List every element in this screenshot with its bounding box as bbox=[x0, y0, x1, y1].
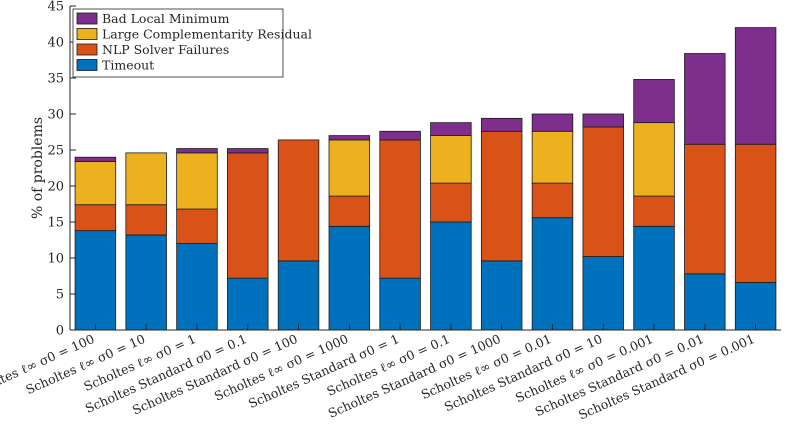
bar-segment-timeout-6 bbox=[328, 225, 371, 331]
bar-segment-timeout-13 bbox=[684, 273, 726, 331]
bar-segment-nlp-solver-failures-8 bbox=[430, 182, 472, 223]
bar-segment-bad-local-minimum-6 bbox=[328, 135, 371, 141]
bar-segment-large-complementarity-residual-12 bbox=[633, 122, 675, 197]
bar-segment-nlp-solver-failures-11 bbox=[582, 126, 624, 257]
bar-segment-timeout-4 bbox=[227, 277, 269, 331]
bar-segment-bad-local-minimum-7 bbox=[379, 130, 421, 141]
y-tick-label: 45 bbox=[47, 0, 64, 15]
bar-segment-nlp-solver-failures-9 bbox=[480, 130, 523, 262]
bar-segment-bad-local-minimum-1 bbox=[74, 156, 117, 162]
legend-swatch bbox=[76, 59, 98, 71]
bar-segment-nlp-solver-failures-4 bbox=[227, 152, 269, 279]
y-tick-label: 10 bbox=[47, 252, 64, 267]
bar-segment-bad-local-minimum-14 bbox=[734, 27, 777, 145]
bar-segment-nlp-solver-failures-13 bbox=[684, 143, 726, 275]
y-tick-label: 20 bbox=[47, 180, 64, 195]
legend-label: Large Complementarity Residual bbox=[102, 27, 312, 42]
legend-box bbox=[72, 8, 284, 78]
bar-segment-timeout-5 bbox=[277, 260, 320, 331]
bar-segment-bad-local-minimum-4 bbox=[227, 148, 269, 154]
bar-segment-nlp-solver-failures-12 bbox=[633, 195, 675, 227]
bar-segment-bad-local-minimum-12 bbox=[633, 79, 675, 124]
bar-segment-nlp-solver-failures-6 bbox=[328, 195, 371, 227]
bar-segment-timeout-1 bbox=[74, 230, 117, 331]
bar-segment-nlp-solver-failures-2 bbox=[125, 204, 167, 236]
legend-swatch bbox=[76, 12, 98, 25]
bar-segment-timeout-7 bbox=[379, 277, 421, 331]
bar-segment-bad-local-minimum-13 bbox=[684, 53, 726, 145]
bar-segment-bad-local-minimum-3 bbox=[176, 148, 218, 154]
bar-segment-nlp-solver-failures-14 bbox=[734, 143, 777, 283]
bar-segment-timeout-9 bbox=[480, 260, 523, 331]
bar-segment-timeout-11 bbox=[582, 256, 624, 331]
y-axis-label: % of problems bbox=[30, 117, 46, 219]
bar-segment-nlp-solver-failures-3 bbox=[176, 208, 218, 244]
bar-segment-timeout-8 bbox=[430, 221, 472, 331]
y-tick-label: 5 bbox=[56, 288, 64, 303]
y-tick-label: 0 bbox=[56, 324, 64, 339]
bars-group bbox=[74, 27, 777, 331]
legend-label: Bad Local Minimum bbox=[102, 11, 230, 26]
bar-segment-bad-local-minimum-8 bbox=[430, 122, 472, 136]
legend-swatch bbox=[76, 28, 98, 40]
bar-segment-large-complementarity-residual-10 bbox=[531, 130, 574, 184]
bar-segment-timeout-12 bbox=[633, 225, 675, 331]
bar-segment-large-complementarity-residual-3 bbox=[176, 152, 218, 210]
bar-segment-bad-local-minimum-10 bbox=[531, 113, 574, 132]
y-tick-label: 40 bbox=[47, 36, 64, 51]
bar-segment-large-complementarity-residual-2 bbox=[125, 152, 167, 206]
bar-segment-large-complementarity-residual-8 bbox=[430, 135, 472, 184]
y-tick-label: 35 bbox=[47, 72, 64, 87]
bar-segment-large-complementarity-residual-1 bbox=[74, 161, 117, 206]
bar-segment-nlp-solver-failures-10 bbox=[531, 182, 574, 219]
y-tick-label: 30 bbox=[47, 108, 64, 123]
bar-segment-nlp-solver-failures-5 bbox=[277, 139, 320, 262]
bar-segment-nlp-solver-failures-1 bbox=[74, 204, 117, 232]
bar-segment-bad-local-minimum-11 bbox=[582, 113, 624, 128]
bar-segment-timeout-3 bbox=[176, 243, 218, 331]
y-tick-label: 25 bbox=[47, 144, 64, 159]
legend-label: NLP Solver Failures bbox=[102, 42, 229, 57]
bar-segment-timeout-14 bbox=[734, 282, 777, 331]
legend-label: Timeout bbox=[102, 58, 154, 73]
bar-segment-bad-local-minimum-9 bbox=[480, 117, 523, 132]
bar-segment-large-complementarity-residual-6 bbox=[328, 139, 371, 197]
bar-segment-nlp-solver-failures-7 bbox=[379, 139, 421, 279]
y-tick-label: 15 bbox=[47, 216, 64, 231]
bar-segment-timeout-2 bbox=[125, 234, 167, 331]
bar-segment-timeout-10 bbox=[531, 217, 574, 331]
legend-swatch bbox=[76, 43, 98, 56]
